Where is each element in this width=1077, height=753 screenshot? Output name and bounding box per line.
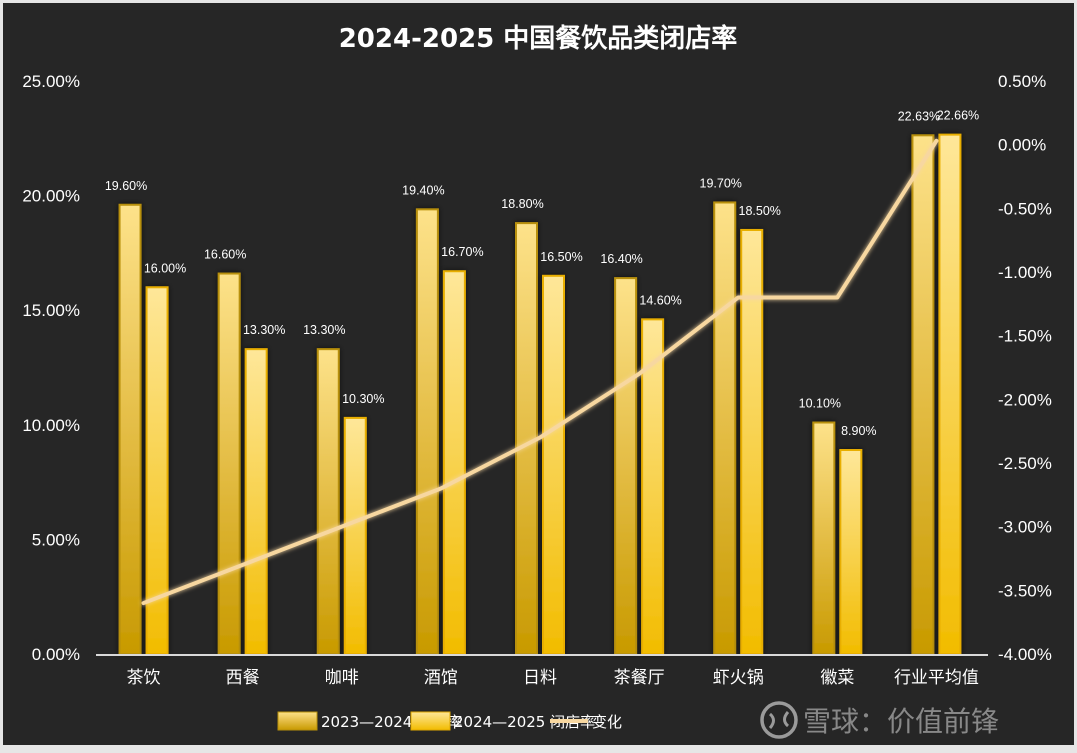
category-label: 徽菜 — [820, 668, 854, 688]
data-label-2024-2025: 10.30% — [342, 392, 384, 406]
right-tick-label: -0.50% — [998, 199, 1052, 218]
right-tick-label: -1.00% — [998, 263, 1052, 282]
bar-2023-2024 — [713, 201, 737, 655]
legend-item-change[interactable]: 变化 — [550, 713, 622, 731]
chart-frame: 2024-2025 中国餐饮品类闭店率 0.00% 5.00% 10.00% 15.0… — [3, 3, 1074, 745]
bar-2023-2024 — [911, 134, 935, 656]
xueqiu-logo-icon — [760, 701, 798, 739]
x-axis: 茶饮 西餐 咖啡 酒馆 日料 茶餐厅 虾火锅 徽菜 行业平均值 — [127, 668, 979, 688]
legend-label-2024-2025: 2024—2025 闭店率 — [454, 713, 595, 731]
bar-2024-2025 — [938, 133, 962, 655]
bar-2024-2025 — [343, 416, 367, 656]
legend-label-change: 变化 — [592, 713, 622, 731]
right-tick-label: -3.00% — [998, 518, 1052, 537]
category-label: 咖啡 — [325, 668, 359, 688]
bar-2023-2024 — [118, 203, 142, 655]
category-label: 西餐 — [226, 668, 260, 688]
bar-2024-2025 — [542, 274, 565, 655]
category-label: 酒馆 — [424, 668, 458, 688]
left-tick-label: 20.00% — [22, 187, 80, 206]
data-label-2023-2024: 10.10% — [799, 397, 841, 411]
data-label-2024-2025: 22.66% — [937, 109, 979, 123]
data-label-2023-2024: 13.30% — [303, 323, 345, 337]
legend-swatch-2024-2025 — [410, 711, 451, 731]
legend-item-2024-2025[interactable]: 2024—2025 闭店率 — [410, 711, 595, 731]
data-label-2023-2024: 22.63% — [898, 109, 940, 123]
data-label-2024-2025: 16.00% — [144, 261, 186, 275]
data-label-2024-2025: 18.50% — [739, 204, 781, 218]
right-tick-label: -2.50% — [998, 454, 1052, 473]
data-label-2024-2025: 16.50% — [540, 250, 582, 264]
right-tick-label: -2.00% — [998, 390, 1052, 409]
watermark-text: 雪球：价值前锋 — [803, 705, 999, 738]
left-tick-label: 5.00% — [32, 530, 80, 549]
bar-2023-2024 — [812, 421, 836, 655]
right-tick-label: -3.50% — [998, 581, 1052, 600]
left-tick-label: 15.00% — [22, 301, 80, 320]
right-tick-label: 0.50% — [998, 72, 1046, 91]
data-label-2023-2024: 19.60% — [105, 179, 147, 193]
data-label-2024-2025: 14.60% — [639, 293, 681, 307]
right-axis: 0.50% 0.00% -0.50% -1.00% -1.50% -2.00% -2.50%… — [998, 72, 1052, 664]
bar-2024-2025 — [244, 348, 268, 655]
bar-2023-2024 — [614, 277, 638, 655]
bar-2023-2024 — [217, 272, 241, 655]
bar-2024-2025 — [740, 228, 764, 655]
right-tick-label: 0.00% — [998, 136, 1046, 155]
bars — [118, 133, 962, 656]
left-tick-label: 0.00% — [32, 645, 80, 664]
right-tick-label: -4.00% — [998, 645, 1052, 664]
category-label: 行业平均值 — [894, 668, 979, 688]
category-label: 日料 — [523, 668, 557, 688]
data-label-2024-2025: 13.30% — [243, 323, 285, 337]
data-labels: 19.60% 16.00% 16.60% 13.30% 13.30% 10.30% 19.4… — [105, 109, 979, 438]
bar-2023-2024 — [415, 208, 439, 656]
data-label-2023-2024: 19.70% — [700, 176, 742, 190]
watermark: 雪球：价值前锋 — [760, 701, 999, 739]
category-label: 茶饮 — [127, 668, 161, 688]
data-label-2024-2025: 8.90% — [841, 424, 876, 438]
category-label: 虾火锅 — [713, 668, 764, 688]
data-label-2023-2024: 16.60% — [204, 248, 246, 262]
data-label-2023-2024: 19.40% — [402, 183, 444, 197]
left-tick-label: 10.00% — [22, 416, 80, 435]
legend: 2023—2024 闭店率 2024—2025 闭店率 变化 — [277, 711, 622, 731]
chart: 2024-2025 中国餐饮品类闭店率 0.00% 5.00% 10.00% 15.0… — [22, 23, 1052, 739]
data-label-2023-2024: 18.80% — [501, 197, 543, 211]
bar-2024-2025 — [442, 270, 466, 655]
category-label: 茶餐厅 — [614, 668, 665, 688]
legend-swatch-2023-2024 — [277, 711, 318, 731]
left-tick-label: 25.00% — [22, 72, 80, 91]
change-line-series — [141, 138, 939, 606]
bar-2023-2024 — [316, 348, 340, 655]
right-tick-label: -1.50% — [998, 327, 1052, 346]
data-label-2024-2025: 16.70% — [441, 245, 483, 259]
left-axis: 0.00% 5.00% 10.00% 15.00% 20.00% 25.00% — [22, 72, 80, 664]
data-label-2023-2024: 16.40% — [600, 252, 642, 266]
chart-title: 2024-2025 中国餐饮品类闭店率 — [339, 23, 738, 54]
bar-2024-2025 — [839, 449, 863, 655]
